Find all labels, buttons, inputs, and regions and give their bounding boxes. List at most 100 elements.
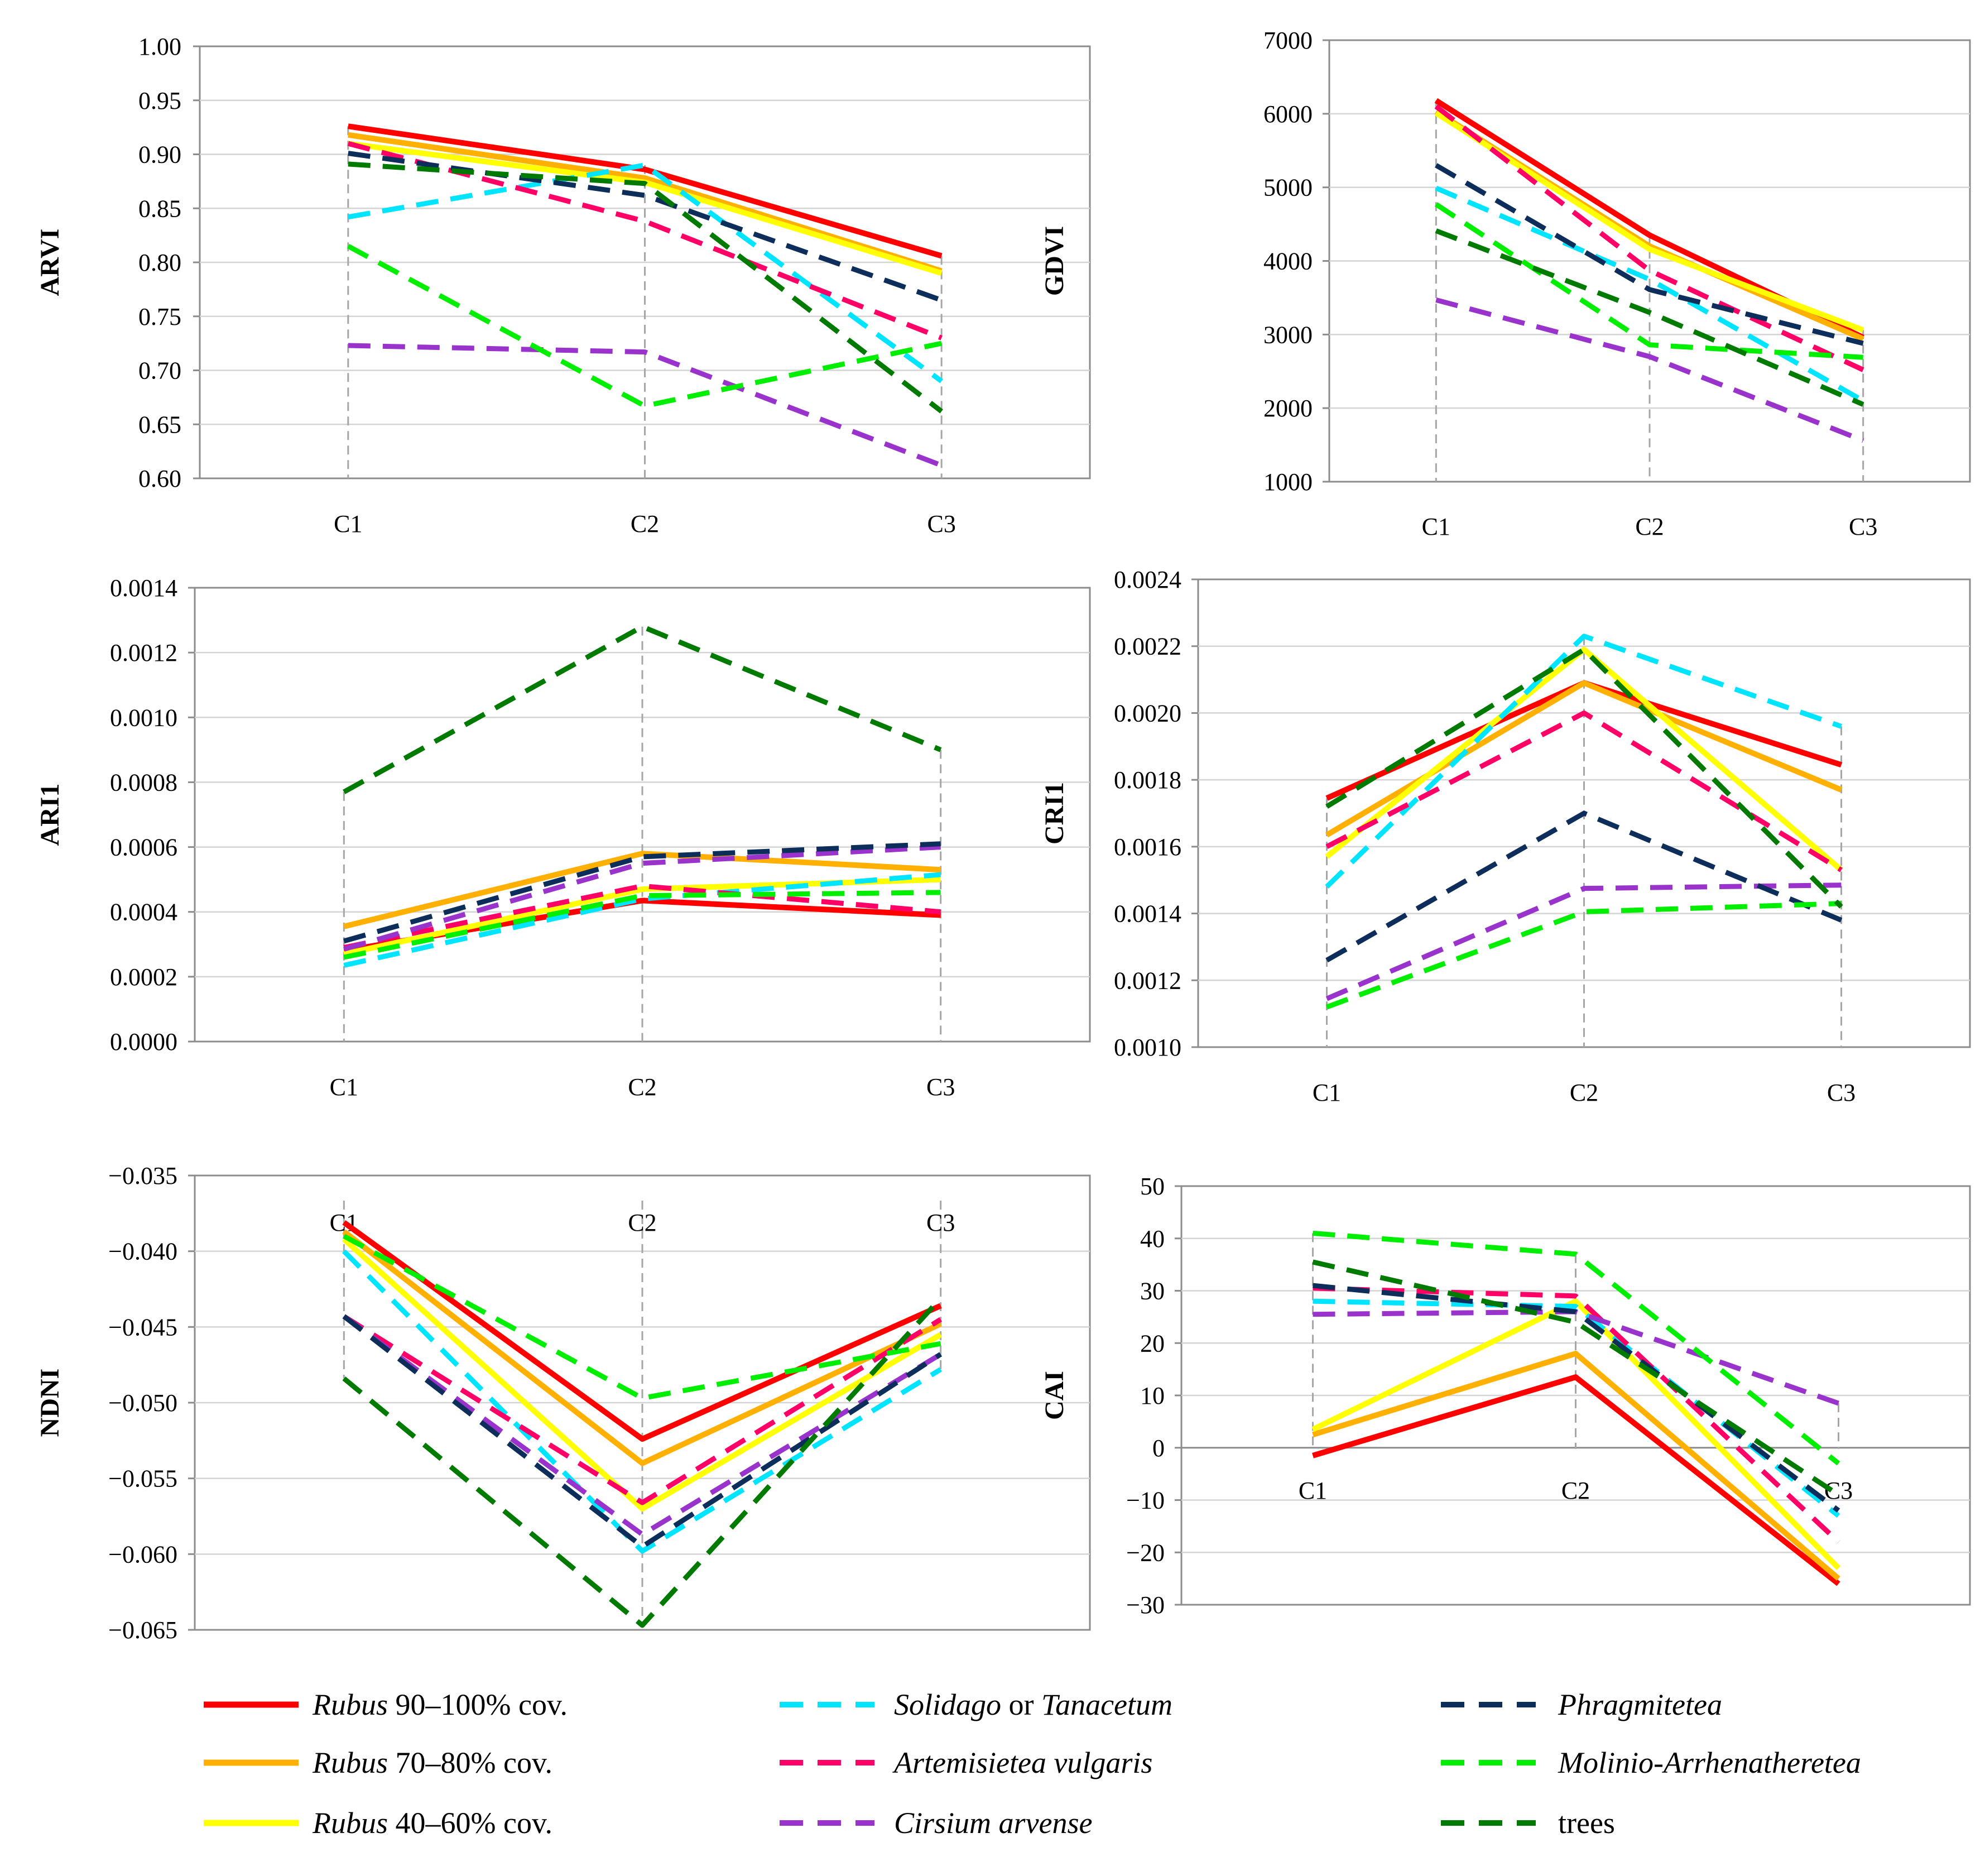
series-line-rubus90 bbox=[1312, 1374, 1840, 1586]
series-line-artemisietea bbox=[342, 1314, 943, 1505]
y-tick-label: 0.0012 bbox=[110, 639, 177, 666]
y-tick-label: 1000 bbox=[1263, 468, 1313, 496]
chart-ndni: −0.065 −0.060 −0.055 −0.050 −0.045 −0.040 −0.0… bbox=[35, 1162, 1091, 1644]
legend-label: Artemisietea vulgaris bbox=[892, 1746, 1152, 1779]
y-tick-label: −0.045 bbox=[108, 1313, 177, 1341]
series-line-artemisietea bbox=[343, 883, 941, 951]
x-category-label: C3 bbox=[926, 1073, 955, 1101]
y-tick-label: 5000 bbox=[1263, 174, 1313, 201]
legend-item-artemisietea: Artemisietea vulgaris bbox=[780, 1746, 1152, 1779]
y-tick-label: 40 bbox=[1140, 1225, 1165, 1253]
x-category-label: C1 bbox=[1422, 513, 1450, 540]
legend-label: Rubus 70–80% cov. bbox=[312, 1746, 552, 1779]
y-tick-label: −20 bbox=[1126, 1539, 1165, 1566]
y-tick-label: 0.0014 bbox=[1114, 900, 1181, 928]
series-line-artemisietea bbox=[347, 141, 943, 340]
y-axis-title: CAI bbox=[1040, 1371, 1069, 1420]
y-tick-label: 0.65 bbox=[138, 411, 181, 438]
x-category-label: C2 bbox=[628, 1073, 656, 1101]
y-tick-label: 0.75 bbox=[138, 303, 181, 330]
y-tick-label: 0.80 bbox=[138, 249, 181, 276]
series-line-molinio bbox=[1434, 202, 1863, 360]
chart-cri1: 0.0010 0.0012 0.0014 0.0016 0.0018 0.0020 0.00… bbox=[1040, 566, 1971, 1106]
y-axis-title: GDVI bbox=[1040, 226, 1069, 296]
series-line-trees bbox=[342, 1296, 943, 1628]
y-tick-label: 0 bbox=[1152, 1434, 1165, 1462]
y-tick-label: 4000 bbox=[1263, 248, 1313, 275]
y-tick-label: 0.0010 bbox=[1114, 1034, 1181, 1061]
x-category-label: C3 bbox=[926, 1209, 955, 1236]
chart-ari1: 0.0000 0.0002 0.0004 0.0006 0.0008 0.0010 0.00… bbox=[35, 574, 1091, 1101]
series-line-solidago bbox=[1325, 634, 1842, 889]
y-tick-label: 50 bbox=[1140, 1173, 1165, 1200]
y-tick-label: −0.050 bbox=[108, 1389, 177, 1417]
series-line-trees bbox=[348, 161, 943, 414]
legend-label: Cirsium arvense bbox=[894, 1806, 1092, 1840]
x-category-label: C2 bbox=[1570, 1079, 1598, 1106]
y-tick-label: 0.0014 bbox=[110, 574, 177, 602]
series-line-artemisietea bbox=[1313, 1285, 1840, 1544]
series-line-cirsium bbox=[1435, 298, 1864, 443]
series-line-molinio bbox=[347, 244, 943, 409]
y-tick-label: −30 bbox=[1126, 1591, 1165, 1619]
legend-item-cirsium: Cirsium arvense bbox=[780, 1806, 1092, 1840]
series-line-rubus70 bbox=[342, 1229, 942, 1466]
legend-item-phragmitetea: Phragmitetea bbox=[1441, 1688, 1722, 1721]
legend-label: trees bbox=[1558, 1806, 1615, 1840]
series-line-trees bbox=[1435, 228, 1864, 407]
y-tick-label: 0.0018 bbox=[1114, 766, 1181, 794]
y-tick-label: 0.60 bbox=[138, 465, 181, 492]
x-category-label: C1 bbox=[334, 510, 362, 538]
legend-item-molinio: Molinio-Arrhenatheretea bbox=[1441, 1746, 1861, 1779]
series-line-rubus40 bbox=[342, 1237, 943, 1512]
x-category-label: C2 bbox=[628, 1209, 656, 1236]
y-tick-label: 0.70 bbox=[138, 357, 181, 385]
series-line-molinio bbox=[343, 890, 941, 960]
y-tick-label: 0.0012 bbox=[1114, 967, 1181, 994]
y-tick-label: −10 bbox=[1126, 1487, 1165, 1514]
x-category-label: C2 bbox=[631, 510, 659, 538]
y-tick-label: −0.035 bbox=[108, 1162, 177, 1189]
x-category-label: C1 bbox=[330, 1073, 358, 1101]
x-category-label: C3 bbox=[1827, 1079, 1856, 1106]
y-tick-label: 0.90 bbox=[138, 141, 181, 169]
y-tick-label: 0.0006 bbox=[110, 834, 177, 861]
x-category-label: C3 bbox=[1849, 513, 1877, 540]
x-category-label: C2 bbox=[1561, 1477, 1590, 1504]
y-tick-label: 1.00 bbox=[138, 33, 181, 60]
y-tick-label: 0.0024 bbox=[1114, 566, 1181, 593]
series-line-phragmitetea bbox=[1313, 1283, 1840, 1513]
x-category-label: C1 bbox=[1299, 1477, 1327, 1504]
x-category-label: C2 bbox=[1635, 513, 1664, 540]
series-line-rubus40 bbox=[1325, 646, 1843, 872]
y-tick-label: 30 bbox=[1140, 1278, 1165, 1305]
series-line-artemisietea bbox=[1434, 104, 1864, 372]
series-line-rubus70 bbox=[343, 851, 941, 929]
y-tick-label: 0.0010 bbox=[110, 704, 177, 731]
legend-item-rubus40: Rubus 40–60% cov. bbox=[204, 1806, 552, 1840]
y-tick-label: 0.95 bbox=[138, 87, 181, 114]
series-line-cirsium bbox=[1325, 882, 1842, 1001]
y-axis-title: NDNI bbox=[35, 1369, 65, 1437]
series-line-molinio bbox=[1313, 1230, 1840, 1466]
y-tick-label: 0.0016 bbox=[1114, 833, 1181, 861]
y-axis-title: CRI1 bbox=[1040, 782, 1069, 845]
y-tick-label: −0.040 bbox=[108, 1238, 177, 1265]
chart-gdvi: 1000 2000 3000 4000 5000 6000 7000 C1 C2 C3 GDVI bbox=[1040, 27, 1971, 540]
series-line-rubus90 bbox=[348, 123, 943, 259]
y-tick-label: 10 bbox=[1140, 1382, 1165, 1409]
legend-label: Phragmitetea bbox=[1558, 1688, 1722, 1721]
legend: Rubus 90–100% cov. Rubus 70–80% cov. Rubus… bbox=[204, 1688, 1861, 1840]
x-category-label: C3 bbox=[927, 510, 955, 538]
legend-label: Rubus 40–60% cov. bbox=[312, 1806, 552, 1840]
legend-label: Rubus 90–100% cov. bbox=[312, 1688, 568, 1721]
legend-label: Molinio-Arrhenatheretea bbox=[1558, 1746, 1861, 1779]
series-line-trees bbox=[1312, 1259, 1840, 1497]
legend-item-rubus70: Rubus 70–80% cov. bbox=[204, 1746, 552, 1779]
x-category-label: C1 bbox=[1313, 1079, 1341, 1106]
y-axis-title: ARI1 bbox=[35, 783, 65, 846]
y-tick-label: −0.060 bbox=[108, 1541, 177, 1568]
y-tick-label: 0.0004 bbox=[110, 899, 177, 926]
